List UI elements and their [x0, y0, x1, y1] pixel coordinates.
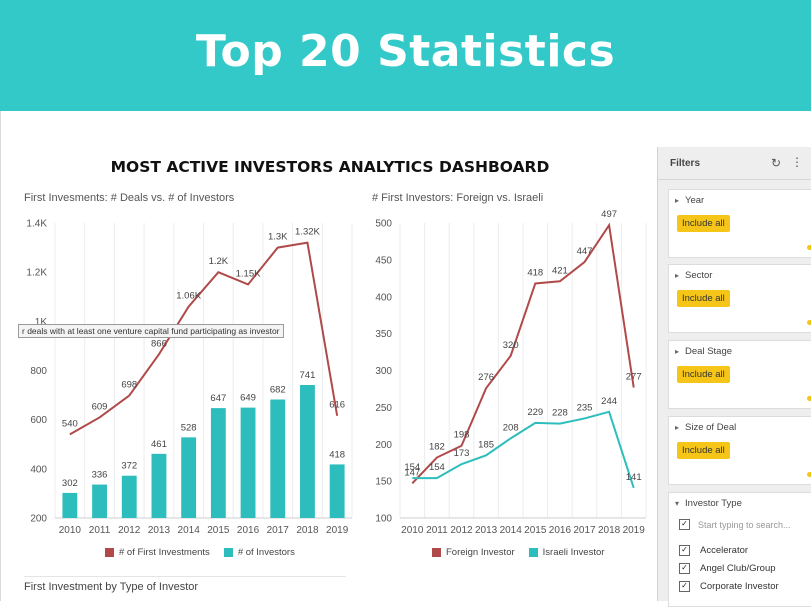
select-all-checkbox[interactable]: ✓ — [679, 519, 690, 530]
chart2-legend: Foreign Investor Israeli Investor — [432, 547, 604, 558]
chart2-title: # First Investors: Foreign vs. Israeli — [372, 192, 543, 204]
filter-sector-header[interactable]: ▸ Sector — [675, 270, 712, 281]
checkbox[interactable]: ✓ — [679, 545, 690, 556]
checkbox[interactable]: ✓ — [679, 581, 690, 592]
filters-title: Filters — [670, 158, 700, 169]
legend-label: # of Investors — [238, 547, 295, 558]
include-all-pill[interactable]: Include all — [677, 290, 730, 307]
legend-label: # of First Investments — [119, 547, 210, 558]
filter-label: Investor Type — [685, 498, 742, 509]
refresh-icon[interactable]: ↻ — [771, 156, 781, 170]
banner-title: Top 20 Statistics — [196, 26, 615, 77]
filter-year[interactable]: ▸ Year Include all — [668, 189, 811, 258]
chevron-right-icon: ▸ — [675, 271, 679, 280]
filters-pane: Filters ↻ ⋮ ▸ Year Include all ▸ Sector In… — [657, 147, 811, 601]
chevron-right-icon: ▸ — [675, 423, 679, 432]
more-icon[interactable]: ⋮ — [791, 155, 803, 169]
chevron-right-icon: ▸ — [675, 347, 679, 356]
investor-option[interactable]: ✓ Angel Club/Group — [679, 563, 776, 574]
filter-investor-type[interactable]: ▾ Investor Type ✓ Start typing to search.… — [668, 492, 811, 607]
section-divider — [24, 576, 346, 577]
checkbox[interactable]: ✓ — [679, 563, 690, 574]
chart1-tooltip: r deals with at least one venture capita… — [18, 324, 284, 338]
scroll-indicator[interactable] — [807, 396, 811, 401]
option-label: Angel Club/Group — [700, 563, 776, 574]
search-input[interactable]: Start typing to search... — [698, 520, 791, 530]
bottom-section-title: First Investment by Type of Investor — [24, 581, 198, 593]
option-label: Accelerator — [700, 545, 748, 556]
filters-header: Filters ↻ ⋮ — [658, 147, 811, 180]
include-all-pill[interactable]: Include all — [677, 215, 730, 232]
scroll-indicator[interactable] — [807, 472, 811, 477]
legend-label: Israeli Investor — [543, 547, 605, 558]
investor-search[interactable]: ✓ Start typing to search... — [679, 519, 791, 530]
option-label: Corporate Investor — [700, 581, 779, 592]
legend-swatch-red — [432, 548, 441, 557]
legend-swatch-red — [105, 548, 114, 557]
filter-sector[interactable]: ▸ Sector Include all — [668, 264, 811, 333]
scroll-indicator[interactable] — [807, 245, 811, 250]
scroll-indicator[interactable] — [807, 320, 811, 325]
chevron-down-icon: ▾ — [675, 499, 679, 508]
filter-label: Year — [685, 195, 704, 206]
filter-investor-type-header[interactable]: ▾ Investor Type — [675, 498, 742, 509]
filter-label: Deal Stage — [685, 346, 732, 357]
legend-swatch-teal — [224, 548, 233, 557]
investor-option[interactable]: ✓ Corporate Investor — [679, 581, 779, 592]
filter-deal-stage-header[interactable]: ▸ Deal Stage — [675, 346, 732, 357]
chart1-title: First Invesments: # Deals vs. # of Inves… — [24, 192, 234, 204]
filter-deal-stage[interactable]: ▸ Deal Stage Include all — [668, 340, 811, 409]
banner: Top 20 Statistics — [0, 0, 811, 111]
filter-size-of-deal[interactable]: ▸ Size of Deal Include all — [668, 416, 811, 485]
investor-option[interactable]: ✓ Accelerator — [679, 545, 748, 556]
legend-item-israeli[interactable]: Israeli Investor — [529, 547, 605, 558]
legend-swatch-teal — [529, 548, 538, 557]
legend-item-foreign[interactable]: Foreign Investor — [432, 547, 515, 558]
chevron-right-icon: ▸ — [675, 196, 679, 205]
dashboard-title: MOST ACTIVE INVESTORS ANALYTICS DASHBOAR… — [0, 158, 660, 176]
filter-label: Size of Deal — [685, 422, 736, 433]
include-all-pill[interactable]: Include all — [677, 442, 730, 459]
legend-item-first-investments[interactable]: # of First Investments — [105, 547, 210, 558]
filter-size-header[interactable]: ▸ Size of Deal — [675, 422, 736, 433]
filter-year-header[interactable]: ▸ Year — [675, 195, 704, 206]
legend-item-investors[interactable]: # of Investors — [224, 547, 295, 558]
chart1-legend: # of First Investments # of Investors — [105, 547, 295, 558]
filter-label: Sector — [685, 270, 712, 281]
legend-label: Foreign Investor — [446, 547, 515, 558]
include-all-pill[interactable]: Include all — [677, 366, 730, 383]
